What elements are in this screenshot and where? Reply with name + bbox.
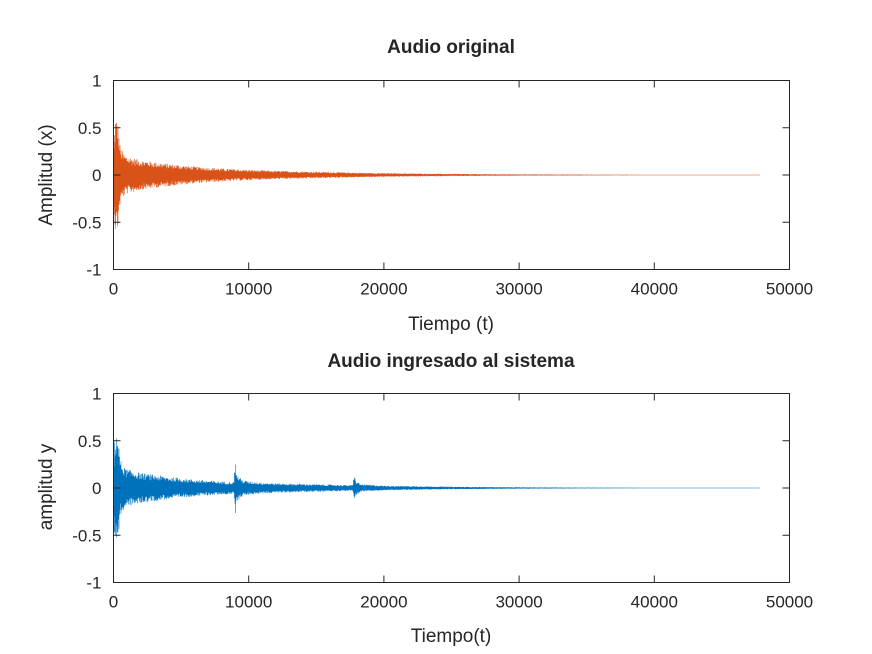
y-ticks: -1 -0.5 0 0.5 1: [72, 385, 790, 593]
x-tick-label: 50000: [766, 280, 813, 299]
y-tick-label: 0.5: [78, 432, 102, 451]
y-tick-label: 0: [92, 479, 101, 498]
y-tick-label: -1: [86, 261, 101, 280]
y-tick-label: 0: [92, 166, 101, 185]
x-ticks: 0 10000 20000 30000 40000 50000: [109, 393, 813, 612]
subplot-audio-ingresado: Audio ingresado al sistema 0 10000 20000 30…: [36, 351, 813, 647]
x-tick-label: 40000: [631, 280, 678, 299]
x-tick-label: 30000: [495, 280, 542, 299]
y-tick-label: 1: [92, 72, 101, 91]
x-tick-label: 20000: [360, 280, 407, 299]
x-tick-label: 0: [109, 593, 118, 612]
chart-title: Audio original: [387, 37, 515, 58]
subplot-audio-original: Audio original 0 10000 20000 30000 40000 5000…: [36, 37, 813, 335]
x-axis-label: Tiempo (t): [408, 314, 494, 335]
x-tick-label: 10000: [225, 280, 272, 299]
x-tick-label: 40000: [631, 593, 678, 612]
y-tick-label: 1: [92, 385, 101, 404]
y-tick-label: 0.5: [78, 119, 102, 138]
y-tick-label: -0.5: [72, 213, 101, 232]
x-tick-label: 30000: [495, 593, 542, 612]
y-tick-label: -1: [86, 574, 101, 593]
y-axis-label: amplitud y: [36, 443, 57, 530]
x-axis-label: Tiempo(t): [411, 626, 492, 647]
x-ticks: 0 10000 20000 30000 40000 50000: [109, 80, 813, 299]
x-tick-label: 50000: [766, 593, 813, 612]
chart-title: Audio ingresado al sistema: [327, 351, 574, 372]
x-tick-label: 10000: [225, 593, 272, 612]
y-axis-label: Amplitud (x): [36, 124, 57, 225]
x-tick-label: 0: [109, 280, 118, 299]
x-tick-label: 20000: [360, 593, 407, 612]
y-ticks: -1 -0.5 0 0.5 1: [72, 72, 790, 280]
y-tick-label: -0.5: [72, 526, 101, 545]
